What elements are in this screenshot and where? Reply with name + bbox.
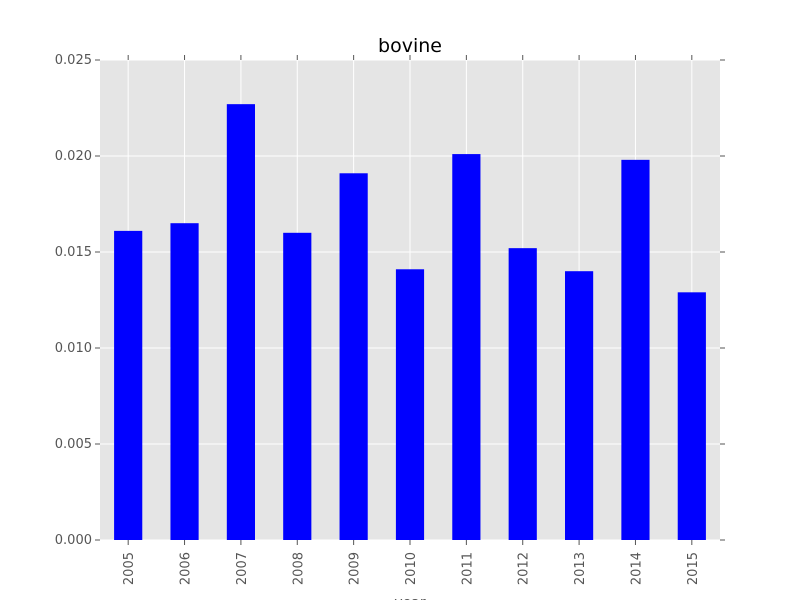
bar-2011 bbox=[452, 154, 481, 540]
x-tick-label-2007: 2007 bbox=[235, 552, 250, 585]
x-tick-label-2006: 2006 bbox=[179, 552, 194, 585]
y-tick-label: 0.000 bbox=[55, 533, 92, 548]
bar-2012 bbox=[508, 248, 537, 540]
x-tick-label-2014: 2014 bbox=[629, 552, 644, 585]
x-tick-label-2005: 2005 bbox=[122, 552, 137, 585]
bar-2013 bbox=[565, 271, 594, 540]
x-tick-label-2010: 2010 bbox=[404, 552, 419, 585]
bars bbox=[114, 104, 706, 541]
bar-2009 bbox=[339, 173, 368, 540]
y-tick-label: 0.005 bbox=[55, 437, 92, 452]
x-tick-label-2009: 2009 bbox=[348, 552, 363, 585]
chart-title: bovine bbox=[378, 35, 442, 57]
x-tick-label-2013: 2013 bbox=[573, 552, 588, 585]
bar-2007 bbox=[226, 104, 255, 540]
x-tick-label-2012: 2012 bbox=[517, 552, 532, 585]
y-tick-label: 0.015 bbox=[55, 245, 92, 260]
x-tick-label-2015: 2015 bbox=[686, 552, 701, 585]
bar-2014 bbox=[621, 159, 650, 540]
y-tick-label: 0.010 bbox=[55, 341, 92, 356]
ticks: 0.000 0.005 0.010 0.015 0.020 0.025 2005 2006 20… bbox=[55, 53, 725, 585]
y-tick-label: 0.020 bbox=[55, 149, 92, 164]
bar-2006 bbox=[170, 223, 199, 540]
bar-2008 bbox=[283, 232, 312, 541]
x-tick-label-2011: 2011 bbox=[460, 552, 475, 585]
bar-2015 bbox=[677, 292, 706, 540]
bar-2010 bbox=[395, 269, 425, 540]
x-tick-label-2008: 2008 bbox=[291, 552, 306, 585]
bar-2005 bbox=[114, 230, 143, 540]
x-axis-label: year bbox=[394, 595, 425, 600]
y-tick-label: 0.025 bbox=[55, 53, 92, 68]
